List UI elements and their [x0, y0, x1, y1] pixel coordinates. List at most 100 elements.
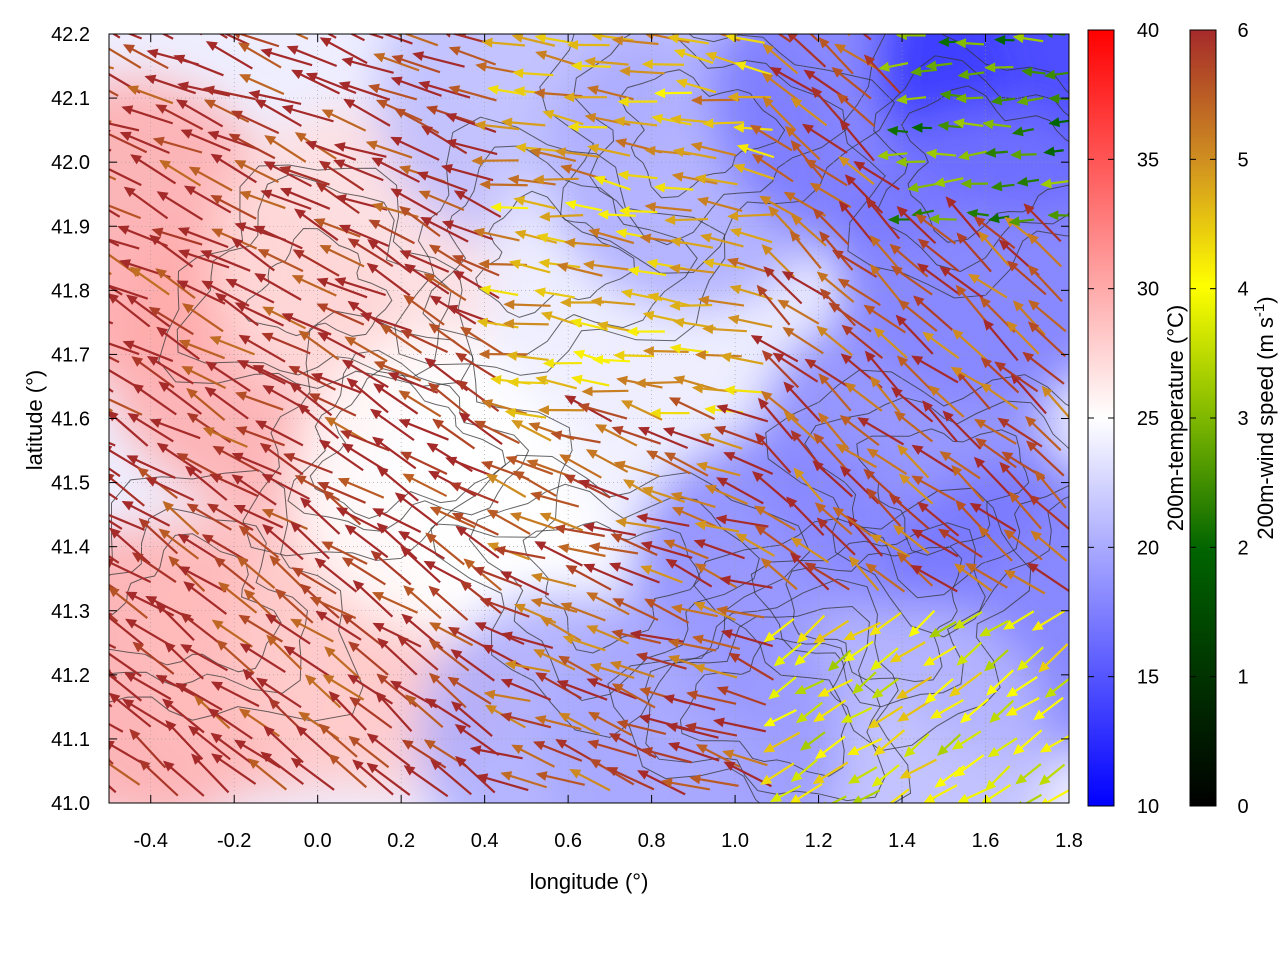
- wind-vector-391: [456, 379, 500, 412]
- wind-vector-543: [611, 683, 656, 709]
- wind-vector-720: [789, 230, 822, 270]
- wind-vector-427: [471, 155, 519, 166]
- wind-vector-74: [123, 186, 169, 220]
- wind-vector-505: [563, 237, 611, 248]
- temperature-colorbar-tick-label: 40: [1137, 20, 1159, 42]
- wind-vector-334: [402, 473, 448, 498]
- temperature-colorbar: 10 15 20 25 30 35 40 200m-temperature (°C): [1087, 20, 1188, 818]
- wind-vector-434: [500, 712, 552, 729]
- x-tick-label: 1.0: [721, 830, 749, 852]
- wind-colorbar-label-end: ): [1253, 296, 1278, 303]
- wind-vector-332: [398, 531, 445, 560]
- wind-vector-31: [109, 652, 142, 677]
- wind-vector-85: [164, 641, 204, 680]
- wind-vector-269: [349, 34, 365, 42]
- x-tick-label: 0.6: [554, 830, 582, 852]
- wind-vector-523: [578, 479, 629, 501]
- wind-vector-433: [511, 744, 555, 768]
- y-tick-label: 41.3: [51, 601, 90, 623]
- wind-vector-844: [910, 565, 958, 593]
- wind-vector-623: [684, 722, 738, 737]
- temperature-colorbar-tick-label: 35: [1137, 149, 1159, 171]
- wind-vector-68: [131, 356, 175, 389]
- wind-vector-755: [846, 34, 851, 37]
- wind-colorbar-tick-label: 4: [1237, 279, 1248, 301]
- wind-vector-212: [254, 99, 302, 127]
- wind-vector-636: [694, 350, 742, 360]
- wind-vector-785: [873, 729, 906, 756]
- wind-vector-304: [370, 550, 412, 586]
- wind-vector-855: [917, 238, 960, 272]
- wind-vector-735: [813, 619, 850, 644]
- wind-vector-288: [347, 238, 394, 268]
- wind-vector-654: [716, 605, 765, 619]
- wind-vector-99: [149, 234, 194, 268]
- y-axis-label: latitude (°): [22, 370, 47, 471]
- wind-vector-889: [957, 69, 985, 80]
- wind-colorbar-label-sup: -1: [1251, 304, 1268, 317]
- wind-vector-418: [481, 399, 528, 415]
- wind-vector-122: [181, 366, 227, 390]
- wind-vector-750: [804, 159, 848, 187]
- wind-vector-886: [957, 150, 987, 161]
- wind-vector-921: [1005, 697, 1040, 716]
- wind-vector-772: [828, 302, 872, 333]
- wind-vector-742: [818, 373, 852, 412]
- wind-vector-602: [663, 539, 709, 560]
- wind-vector-813: [897, 698, 934, 722]
- wind-vector-662: [723, 385, 763, 396]
- wind-vector-616: [672, 147, 717, 160]
- wind-vector-799: [863, 304, 907, 334]
- y-tick-label: 42.0: [51, 152, 90, 174]
- wind-vector-118: [185, 465, 228, 501]
- wind-vector-680: [773, 642, 802, 667]
- wind-vector-689: [761, 350, 800, 389]
- wind-vector-366: [428, 323, 471, 354]
- wind-vector-568: [641, 747, 692, 764]
- x-tick-label: -0.2: [217, 830, 251, 852]
- wind-vector-463: [533, 649, 576, 671]
- wind-vector-888: [955, 93, 984, 104]
- wind-vector-928: [999, 461, 1036, 502]
- wind-vector-963: [1027, 233, 1063, 268]
- wind-vector-553: [620, 400, 663, 421]
- wind-vector-70: [126, 294, 171, 328]
- wind-vector-2: [109, 722, 124, 733]
- wind-vector-298: [366, 733, 411, 767]
- wind-vector-245: [328, 691, 367, 731]
- wind-vector-470: [526, 459, 573, 479]
- wind-vector-683: [754, 525, 797, 556]
- wind-vector-160: [205, 41, 253, 70]
- wind-vector-826: [898, 299, 938, 332]
- wind-vector-912: [990, 181, 1015, 192]
- wind-vector-879: [952, 328, 987, 361]
- wind-vector-819: [888, 494, 930, 530]
- wind-vector-244: [318, 723, 358, 758]
- wind-vector-378: [455, 755, 496, 794]
- wind-vector-146: [212, 445, 260, 473]
- wind-vector-227: [283, 453, 333, 474]
- wind-vector-256: [308, 393, 357, 417]
- wind-vector-695: [759, 195, 801, 220]
- wind-vector-80: [161, 34, 174, 40]
- wind-vector-389: [445, 456, 496, 479]
- wind-vector-534: [593, 175, 631, 191]
- wind-vector-15: [109, 355, 120, 364]
- wind-vector-859: [925, 148, 957, 159]
- wind-vector-958: [1041, 385, 1069, 419]
- wind-vector-515: [588, 711, 633, 737]
- wind-vector-494: [557, 543, 606, 558]
- wind-vector-778: [839, 119, 875, 162]
- wind-vector-592: [641, 59, 685, 70]
- wind-vector-375: [418, 80, 471, 99]
- wind-vector-676: [760, 762, 795, 785]
- wind-vector-270: [352, 759, 394, 796]
- wind-vector-125: [176, 280, 226, 305]
- wind-vector-47: [109, 204, 142, 220]
- contour-8-1: [901, 85, 1069, 243]
- wind-vector-693: [761, 244, 795, 278]
- wind-vector-287: [334, 277, 386, 297]
- wind-vector-673: [734, 61, 772, 76]
- wind-vector-330: [403, 585, 442, 620]
- wind-vector-340: [403, 294, 445, 326]
